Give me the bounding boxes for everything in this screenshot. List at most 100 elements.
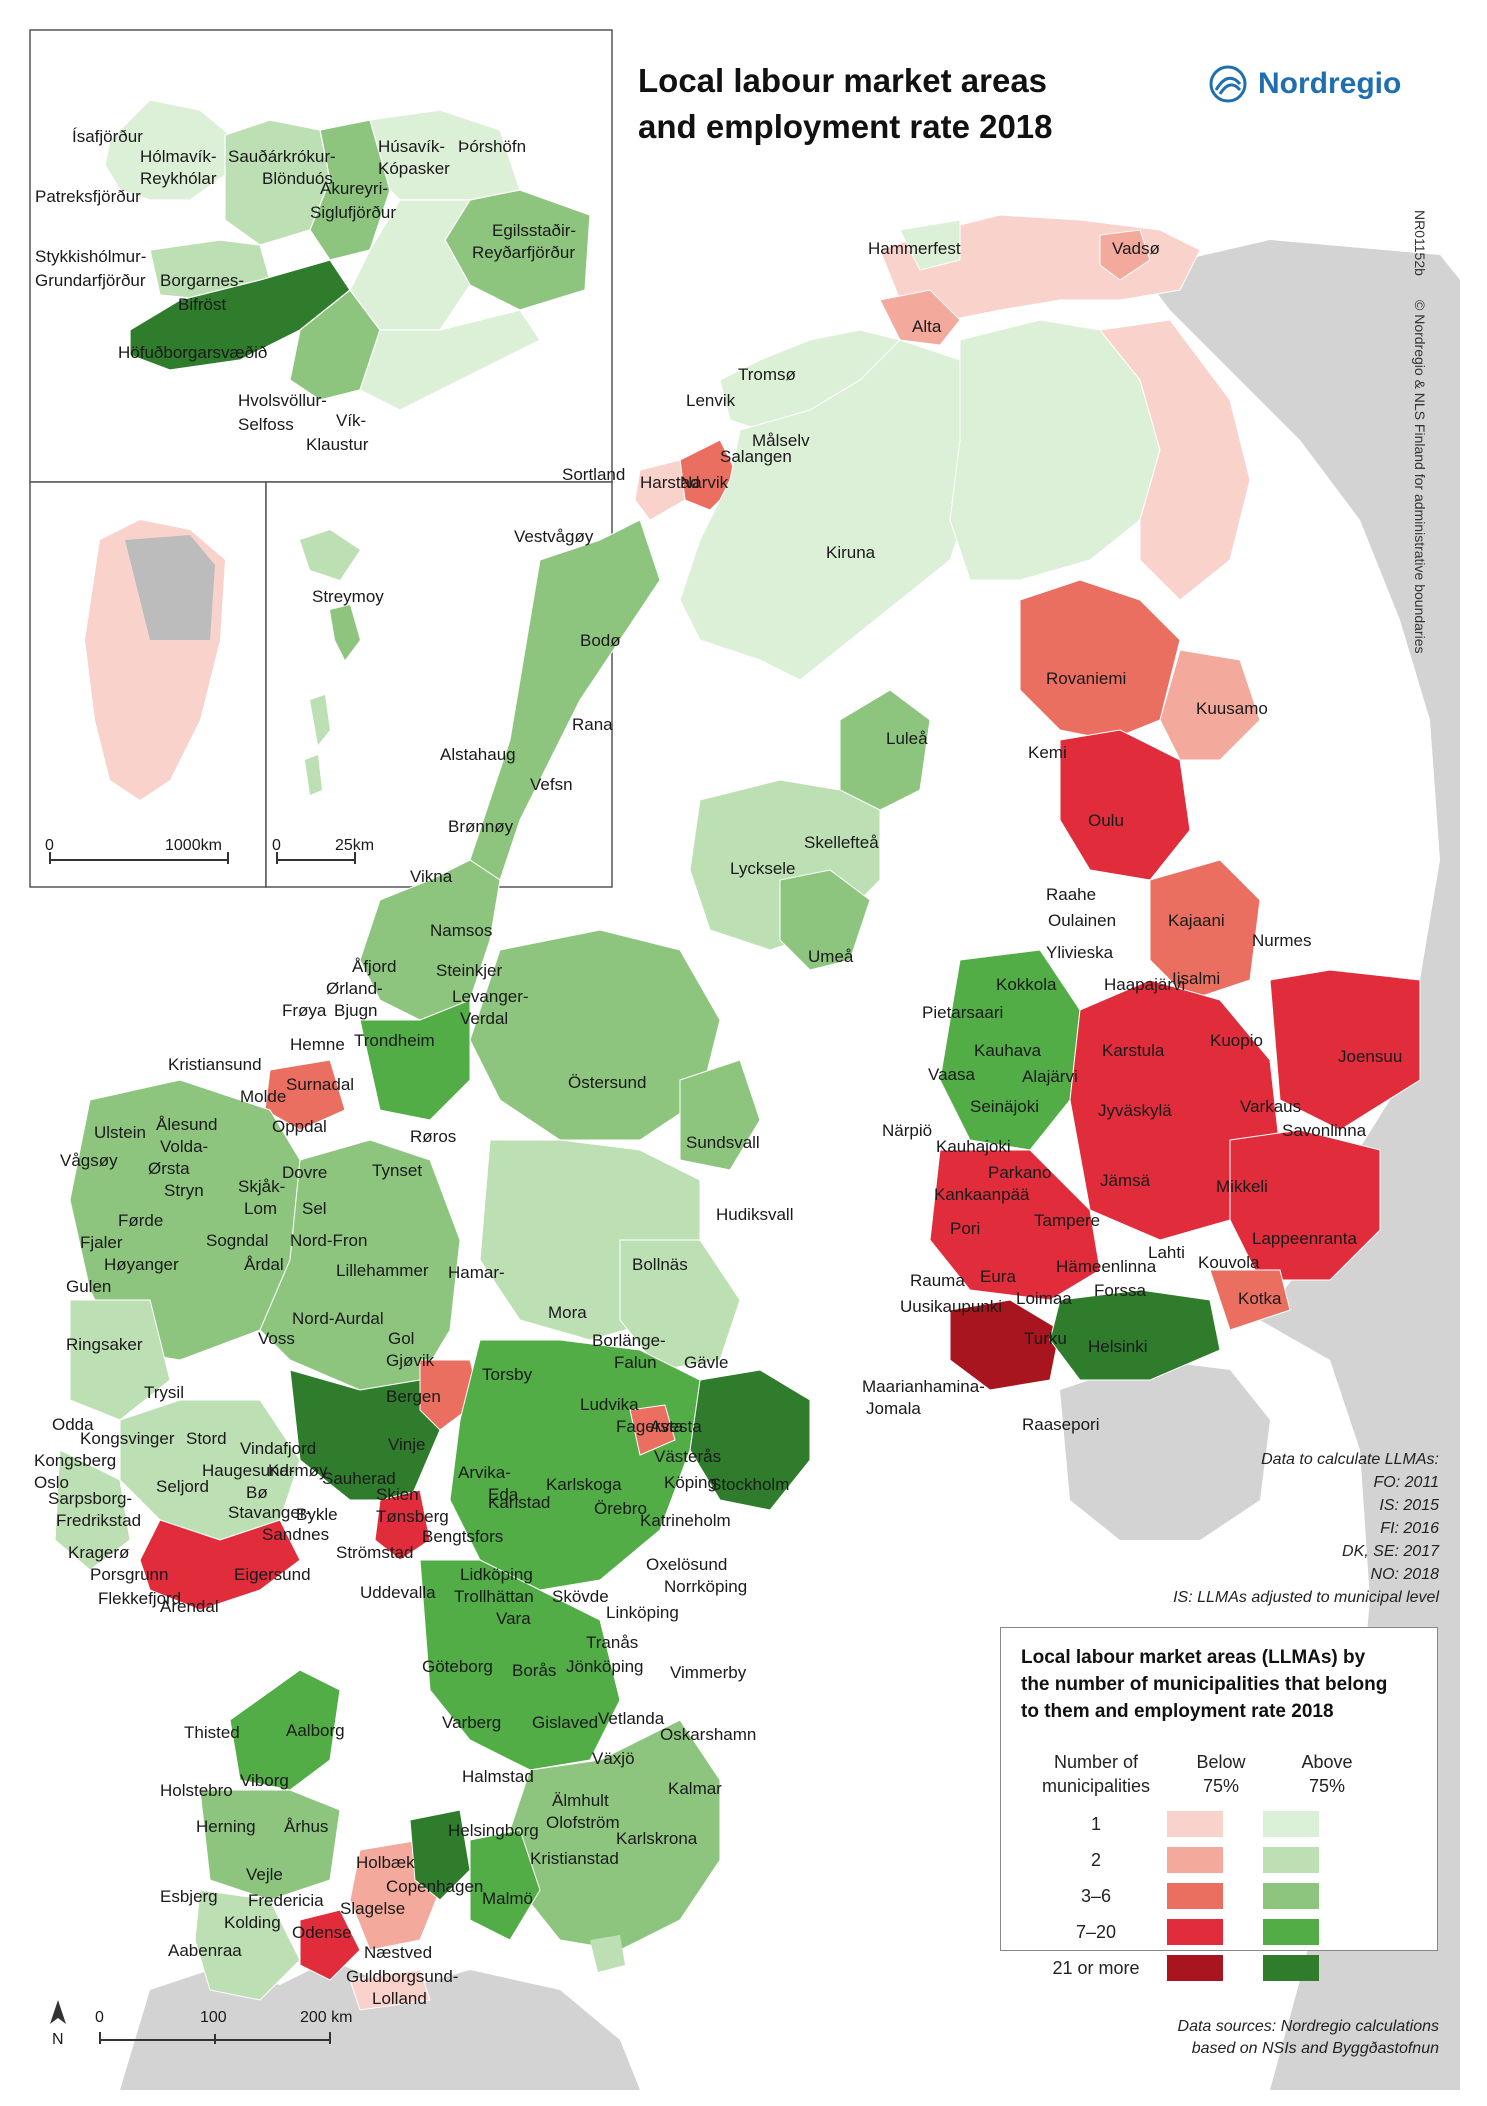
place-label: Reyðarfjörður [472, 243, 575, 262]
place-label: Bergen [386, 1387, 441, 1406]
legend-swatch-below-2 [1167, 1847, 1223, 1873]
place-label: Førde [118, 1211, 164, 1230]
place-label: Raahe [1046, 885, 1097, 904]
legend-col-below-line: 75% [1202, 1776, 1240, 1796]
map-title: Local labour market areas and employment… [638, 58, 1053, 150]
place-label: Fjaler [80, 1233, 123, 1252]
legend-col-below: Below 75% [1171, 1750, 1271, 1798]
place-label: Oskarshamn [660, 1725, 757, 1744]
place-label: Kajaani [1168, 911, 1225, 930]
place-label: Grundarfjörður [35, 271, 146, 290]
data-note: FI: 2016 [1380, 1520, 1439, 1537]
place-label: Jyväskylä [1098, 1101, 1172, 1120]
place-label: Turku [1024, 1329, 1067, 1348]
place-label: Eigersund [234, 1565, 311, 1584]
place-label: Patreksfjörður [35, 187, 141, 206]
legend-title-line: the number of municipalities that belong [1021, 1674, 1388, 1695]
place-label: Jönköping [566, 1657, 644, 1676]
place-label: Örebro [594, 1499, 647, 1518]
norway-oslo [289, 1369, 441, 1501]
place-label: Bengtsfors [422, 1527, 504, 1546]
place-label: Eura [980, 1267, 1016, 1286]
place-label: Vara [496, 1609, 531, 1628]
legend-row-label: 3–6 [1080, 1886, 1112, 1906]
place-label: Hammerfest [868, 239, 961, 258]
place-label: Røros [410, 1127, 457, 1146]
place-label: Brønnøy [448, 817, 514, 836]
place-label: Sortland [562, 465, 626, 484]
place-label: Kongsberg [34, 1451, 117, 1470]
north-arrow-icon [50, 2000, 66, 2024]
norway-surnadal [264, 1059, 346, 1131]
place-label: Borås [512, 1661, 557, 1680]
legend-swatch-below-3-6 [1167, 1883, 1223, 1909]
legend-swatch-below-21 [1167, 1955, 1223, 1981]
place-label: Borgarnes- [160, 271, 245, 290]
sweden-malmo [469, 1829, 541, 1941]
place-label: Fredericia [248, 1891, 324, 1910]
place-label: Oslo [34, 1473, 69, 1492]
place-label: Aalborg [286, 1721, 345, 1740]
place-label: Blönduós [262, 169, 333, 188]
place-label: Eda [488, 1485, 519, 1504]
place-label: Kotka [1238, 1289, 1282, 1308]
place-label: Viborg [240, 1771, 289, 1790]
sweden-umea [779, 869, 871, 971]
legend-col-above-line: 75% [1308, 1776, 1346, 1796]
data-note: NO: 2018 [1370, 1566, 1439, 1583]
place-label: Nurmes [1252, 931, 1312, 950]
place-label: Dovre [282, 1163, 328, 1182]
greenland-scalebar [49, 852, 229, 864]
place-label: Alta [912, 317, 942, 336]
place-label: Arendal [160, 1597, 219, 1616]
legend-swatch-above-21 [1263, 1955, 1319, 1981]
place-label: Kemi [1028, 743, 1067, 762]
place-label: Flekkefjord [98, 1589, 182, 1608]
place-label: Jämsä [1100, 1171, 1151, 1190]
legend-title-line: Local labour market areas (LLMAs) by [1021, 1647, 1366, 1668]
data-note: Data to calculate LLMAs: [1261, 1451, 1439, 1468]
legend-swatch-below-7-20 [1167, 1919, 1223, 1945]
place-label: Haugesund- [202, 1461, 295, 1480]
place-label: Forssa [1094, 1281, 1146, 1300]
finland-joensuu [1269, 969, 1421, 1131]
place-label: Haapajärvi [1104, 975, 1186, 994]
place-label: Stavanger- [228, 1503, 312, 1522]
place-label: Karstula [1102, 1041, 1165, 1060]
norway-sarpsborg [374, 1489, 431, 1561]
finland-ostrobothnia [939, 949, 1081, 1151]
place-label: Hämeenlinna [1056, 1257, 1157, 1276]
place-label: Kragerø [68, 1543, 130, 1562]
place-label: Arvika- [458, 1463, 511, 1482]
place-label: Avesta [650, 1417, 702, 1436]
norway-harstad [634, 459, 686, 521]
place-label: Karlskoga [546, 1475, 622, 1494]
place-label: Lidköping [460, 1565, 533, 1584]
norway-bergen [69, 1299, 171, 1421]
place-label: Sel [302, 1199, 327, 1218]
place-label: Tromsø [738, 365, 796, 384]
bornholm [590, 1935, 625, 1972]
place-label: Hvolsvöllur- [238, 391, 327, 410]
scale-tick: 0 [272, 837, 281, 854]
main-scalebar [50, 2000, 331, 2044]
scale-tick: 25km [335, 837, 375, 854]
place-label: Kalmar [668, 1779, 722, 1798]
denmark-copenhagen [409, 1809, 471, 1901]
place-label: Vadsø [1112, 239, 1160, 258]
land-outside-baltic [1060, 1360, 1270, 1540]
place-label: Savonlinna [1282, 1121, 1367, 1140]
place-label: Ylivieska [1046, 943, 1114, 962]
place-label: Pori [950, 1219, 981, 1238]
nordregio-logo-icon [1209, 65, 1247, 103]
place-label: Uusikaupunki [900, 1297, 1003, 1316]
data-note: IS: LLMAs adjusted to municipal level [1173, 1589, 1439, 1606]
norway-trondheim [359, 999, 471, 1121]
data-note: DK, SE: 2017 [1342, 1543, 1439, 1560]
place-label: Halmstad [462, 1767, 534, 1786]
place-label: Älmhult [552, 1791, 609, 1810]
legend-title-line: to them and employment rate 2018 [1021, 1701, 1334, 1722]
map-code: NR01152b [1412, 210, 1428, 276]
faroe-scalebar [276, 852, 356, 864]
place-label: Parkano [988, 1163, 1052, 1182]
